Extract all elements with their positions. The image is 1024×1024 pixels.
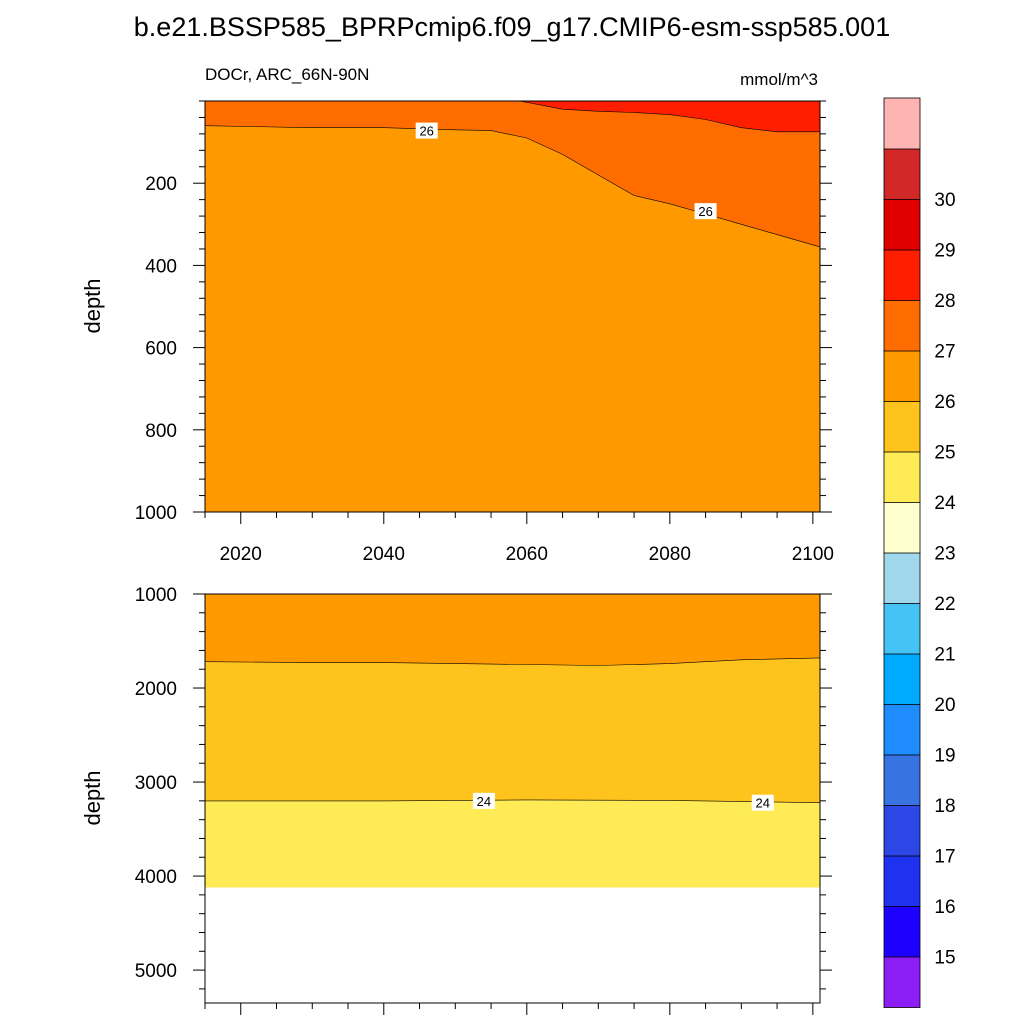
colorbar-label: 22	[934, 594, 955, 615]
x-tick-label: 2100	[792, 544, 834, 565]
colorbar-box	[883, 198, 921, 251]
contour-lines	[204, 100, 821, 248]
colorbar-label: 30	[934, 190, 955, 211]
colorbar-box	[883, 703, 921, 756]
colorbar-label: 29	[934, 241, 955, 262]
x-tick-label: 2060	[506, 544, 548, 565]
contour-label: 26	[694, 203, 717, 220]
colorbar-label: 17	[934, 847, 955, 868]
colorbar-box	[883, 97, 921, 150]
colorbar-box	[883, 956, 921, 1008]
y-tick-label: 1000	[135, 503, 177, 524]
axis-ticks: 1000 2000 3000 4000 5000	[135, 585, 832, 1015]
contour-band-23	[205, 799, 820, 888]
colorbar-box	[883, 653, 921, 705]
svg-text:24: 24	[477, 794, 491, 809]
colorbar-box	[883, 905, 921, 958]
y-tick-label: 800	[145, 421, 177, 442]
colorbar-box	[883, 804, 921, 857]
colorbar-box	[883, 350, 921, 402]
colorbar-label: 21	[934, 645, 955, 666]
y-tick-label: 1000	[135, 585, 177, 606]
contour-label: 24	[472, 792, 495, 809]
colorbar-label: 24	[934, 493, 956, 514]
contour-line	[204, 125, 821, 248]
contour-lines	[204, 657, 821, 803]
y-axis-label: depth	[80, 770, 105, 825]
colorbar-box	[883, 855, 921, 907]
colorbar-box	[883, 501, 921, 554]
colorbar-label: 18	[934, 796, 955, 817]
colorbar-label: 16	[934, 897, 955, 918]
contour-label: 26	[415, 122, 438, 139]
colorbar-box	[883, 400, 921, 453]
panel-left-label: DOCr, ARC_66N-90N	[205, 65, 369, 84]
units-label: mmol/m^3	[740, 70, 818, 89]
colorbar-label: 25	[934, 443, 955, 464]
contour-label: 24	[751, 794, 774, 811]
svg-text:26: 26	[698, 204, 712, 219]
colorbar-label: 27	[934, 342, 955, 363]
colorbar-label: 15	[934, 948, 955, 969]
contour-band-26	[205, 101, 820, 247]
colorbar-box	[883, 451, 921, 503]
plot-frame	[204, 100, 821, 513]
y-tick-label: 600	[145, 339, 177, 360]
colorbar-box	[883, 552, 921, 604]
y-tick-label: 3000	[135, 773, 177, 794]
colorbar-box	[883, 602, 921, 655]
panel-upper-depth: DOCr, ARC_66N-90N mmol/m^3 depth 26 26 20…	[80, 65, 834, 565]
colorbar-label: 23	[934, 544, 955, 565]
x-tick-label: 2020	[220, 544, 262, 565]
colorbar-label: 28	[934, 291, 955, 312]
colorbar-box	[883, 754, 921, 806]
x-tick-label: 2040	[363, 544, 405, 565]
x-tick-label: 2080	[649, 544, 691, 565]
colorbar-box	[883, 249, 921, 301]
colorbar-label: 26	[934, 392, 955, 413]
plot-frame	[204, 593, 821, 1004]
contour-labels: 26 26	[415, 122, 717, 220]
y-tick-label: 4000	[135, 867, 177, 888]
contour-line	[204, 657, 821, 666]
figure-title: b.e21.BSSP585_BPRPcmip6.f09_g17.CMIP6-es…	[134, 12, 890, 42]
contour-band-25	[205, 594, 820, 666]
colorbar-label: 19	[934, 746, 955, 767]
colorbar: 15 16 17 18 19 20 21 22 23 24 25 26 27 28 29 30	[883, 97, 956, 1008]
y-axis-label: depth	[80, 278, 105, 333]
panel-lower-depth: depth 24 24 1000 2000 3000 4000 5000	[80, 585, 832, 1015]
axis-ticks: 200 400 600 800 1000 2020 2040 2060 2080 2100	[135, 100, 834, 565]
contour-fills	[205, 594, 820, 888]
contour-line	[519, 100, 820, 133]
colorbar-label: 20	[934, 695, 955, 716]
svg-text:26: 26	[419, 124, 433, 139]
contour-fills	[205, 101, 820, 512]
contour-labels: 24 24	[472, 792, 774, 811]
svg-text:24: 24	[756, 796, 770, 811]
y-tick-label: 400	[145, 256, 177, 277]
y-tick-label: 5000	[135, 961, 177, 982]
y-tick-label: 2000	[135, 679, 177, 700]
y-tick-label: 200	[145, 174, 177, 195]
colorbar-box	[883, 299, 921, 352]
contour-line	[205, 799, 821, 803]
contour-band-27	[519, 101, 820, 132]
colorbar-box	[883, 148, 921, 200]
